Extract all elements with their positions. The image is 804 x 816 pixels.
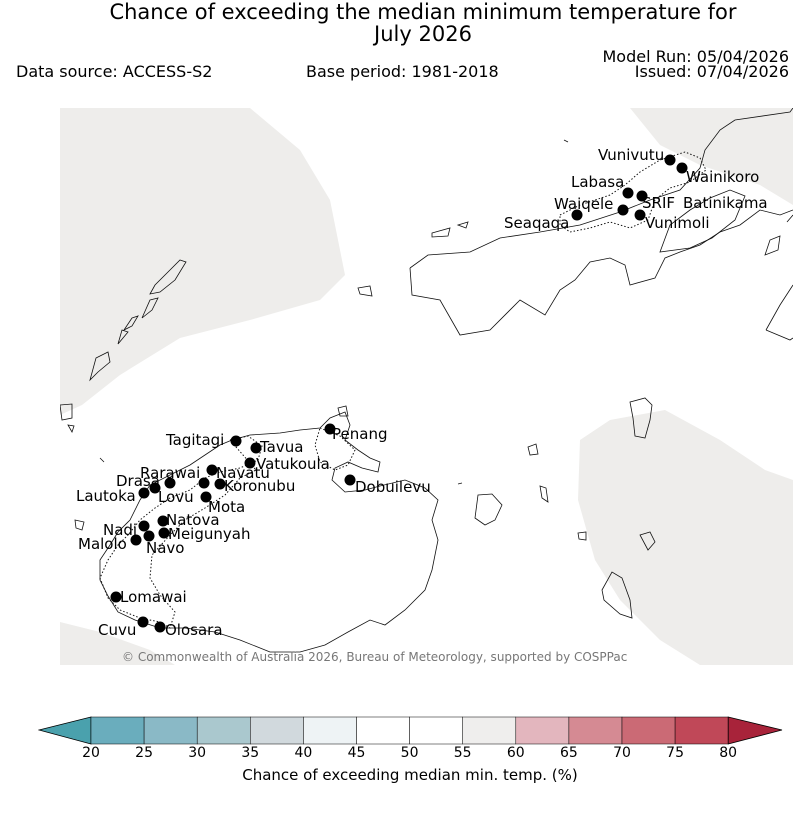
colorbar-tick-label: 20 bbox=[82, 745, 100, 761]
colorbar-bin bbox=[303, 716, 357, 745]
colorbar-bin bbox=[356, 716, 410, 745]
station-marker bbox=[130, 534, 142, 546]
station-marker bbox=[571, 209, 583, 221]
station-label: Wainikoro bbox=[686, 168, 759, 186]
station-marker bbox=[164, 477, 176, 489]
station-label: Cuvu bbox=[98, 621, 136, 639]
colorbar-tick-label: 70 bbox=[613, 745, 631, 761]
station-label: Lautoka bbox=[76, 487, 136, 505]
station-label: Seaqaqa bbox=[504, 214, 569, 232]
station-label: Lomawai bbox=[120, 588, 187, 606]
station-label: Vatukoula bbox=[256, 455, 330, 473]
colorbar-bin bbox=[409, 716, 463, 745]
station-label: Lovu bbox=[158, 488, 194, 506]
station-label: Vunimoli bbox=[645, 214, 710, 232]
colorbar-bin bbox=[143, 716, 198, 745]
station-marker bbox=[636, 190, 648, 202]
station-marker bbox=[138, 487, 150, 499]
station-marker bbox=[622, 187, 634, 199]
station-marker bbox=[143, 530, 155, 542]
station-label: Mota bbox=[208, 498, 245, 516]
colorbar-bin bbox=[674, 716, 729, 745]
colorbar-under-arrow bbox=[38, 716, 92, 745]
colorbar-bin bbox=[568, 716, 623, 745]
colorbar-tick-label: 25 bbox=[135, 745, 154, 761]
station-marker bbox=[230, 435, 242, 447]
station-marker bbox=[676, 162, 688, 174]
station-marker bbox=[137, 616, 149, 628]
colorbar-tick-label: 55 bbox=[453, 745, 472, 761]
colorbar-tick-label: 80 bbox=[719, 745, 738, 761]
colorbar-tick-label: 65 bbox=[559, 745, 578, 761]
colorbar-tick-label: 35 bbox=[241, 745, 260, 761]
station-label: Dobuilevu bbox=[355, 478, 431, 496]
colorbar-tick-label: 45 bbox=[347, 745, 366, 761]
station-label: Natova bbox=[166, 511, 220, 529]
colorbar-tick-label: 50 bbox=[400, 745, 419, 761]
colorbar-bin bbox=[90, 716, 145, 745]
station-marker bbox=[158, 527, 170, 539]
base-period-label: Base period: 1981-2018 bbox=[306, 62, 499, 81]
station-label: Vunivutu bbox=[598, 146, 664, 164]
colorbar-bin bbox=[462, 716, 517, 745]
colorbar-over-arrow bbox=[727, 716, 783, 745]
station-label: Tagitagi bbox=[165, 431, 224, 449]
colorbar-tick-label: 30 bbox=[188, 745, 207, 761]
colorbar-bin bbox=[621, 716, 676, 745]
model-run-label: Model Run: 05/04/2026 bbox=[602, 47, 790, 66]
station-label: Batinikama bbox=[683, 194, 768, 212]
coastline-lines bbox=[60, 108, 793, 653]
station-label: Labasa bbox=[571, 173, 624, 191]
station-marker bbox=[214, 478, 226, 490]
station-label: SRIF bbox=[642, 194, 675, 212]
copyright-notice: © Commonwealth of Australia 2026, Bureau… bbox=[122, 650, 627, 664]
colorbar-tick-label: 40 bbox=[294, 745, 313, 761]
station-marker bbox=[200, 491, 212, 503]
station-marker bbox=[110, 591, 122, 603]
map-title-line1: Chance of exceeding the median minimum t… bbox=[109, 0, 737, 24]
colorbar-label: Chance of exceeding median min. temp. (%… bbox=[242, 766, 578, 784]
station-label: Penang bbox=[332, 425, 387, 443]
map-panel: © Commonwealth of Australia 2026, Bureau… bbox=[60, 108, 793, 665]
station-marker bbox=[157, 515, 169, 527]
station-marker bbox=[664, 154, 676, 166]
station-marker bbox=[154, 621, 166, 633]
station-marker bbox=[344, 474, 356, 486]
station-marker bbox=[244, 457, 256, 469]
station-label: Waiqele bbox=[554, 195, 613, 213]
data-source-label: Data source: ACCESS-S2 bbox=[16, 62, 213, 81]
station-label: Navatu bbox=[216, 464, 270, 482]
colorbar-tick-label: 75 bbox=[666, 745, 685, 761]
station-label: Navo bbox=[146, 539, 184, 557]
station-label: Meigunyah bbox=[168, 525, 250, 543]
station-label: Koronubu bbox=[224, 477, 295, 495]
station-label: Nadi bbox=[103, 521, 137, 539]
colorbar-bin bbox=[196, 716, 251, 745]
station-marker bbox=[250, 442, 262, 454]
station-marker bbox=[634, 209, 646, 221]
issued-label: Issued: 07/04/2026 bbox=[634, 62, 789, 81]
station-marker bbox=[138, 520, 150, 532]
station-label: Malolo bbox=[78, 535, 127, 553]
station-marker bbox=[206, 464, 218, 476]
colorbar bbox=[38, 716, 783, 745]
colorbar-bin bbox=[515, 716, 570, 745]
station-label: Olosara bbox=[165, 621, 223, 639]
station-marker bbox=[617, 204, 629, 216]
station-marker bbox=[198, 477, 210, 489]
masked-ocean-areas bbox=[60, 108, 793, 665]
map-title-line2: July 2026 bbox=[374, 22, 472, 46]
station-label: Drasa bbox=[116, 472, 160, 490]
district-boundaries bbox=[99, 151, 707, 629]
colorbar-bin bbox=[250, 716, 304, 745]
station-label: Rarawai bbox=[140, 464, 200, 482]
station-label: Tavua bbox=[259, 438, 303, 456]
colorbar-tick-label: 60 bbox=[506, 745, 525, 761]
station-marker bbox=[324, 423, 336, 435]
station-marker bbox=[149, 482, 161, 494]
station-layer: Vunivutu Wainikoro Labasa Waiqele SRIF Batini… bbox=[76, 146, 768, 639]
